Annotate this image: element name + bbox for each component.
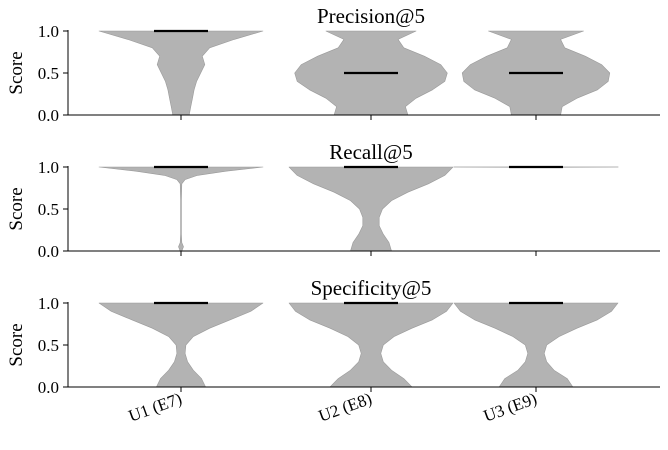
y-axis-label: Score [6, 187, 27, 230]
x-tick-label: U1 (E7) [126, 389, 184, 426]
violin-1 [99, 167, 263, 251]
subplot-2: Recall@5 Score 0.0 0.5 1.0 [6, 140, 660, 261]
subplot-title: Recall@5 [329, 140, 412, 164]
y-tick-label: 1.0 [38, 158, 59, 177]
x-tick-label: U2 (E8) [316, 389, 374, 426]
y-axis-label: Score [6, 323, 27, 366]
y-tick-label: 0.0 [38, 378, 59, 397]
y-tick-label: 1.0 [38, 294, 59, 313]
violin-2 [289, 167, 453, 251]
subplot-1: Precision@5 Score 0.0 0.5 1.0 [6, 4, 660, 125]
y-axis-label: Score [6, 51, 27, 94]
y-tick-label: 0.0 [38, 242, 59, 261]
violin-2 [289, 303, 453, 387]
subplot-3: Specificity@5 Score 0.0 0.5 1.0 [6, 276, 660, 397]
subplot-title: Specificity@5 [311, 276, 432, 300]
violin-1 [99, 303, 263, 387]
x-tick-label: U3 (E9) [481, 389, 539, 426]
y-tick-label: 0.0 [38, 106, 59, 125]
y-tick-label: 1.0 [38, 22, 59, 41]
y-tick-label: 0.5 [38, 336, 59, 355]
subplot-title: Precision@5 [317, 4, 425, 28]
y-tick-label: 0.5 [38, 200, 59, 219]
y-tick-label: 0.5 [38, 64, 59, 83]
violin-1 [99, 31, 263, 115]
violin-3 [454, 303, 618, 387]
